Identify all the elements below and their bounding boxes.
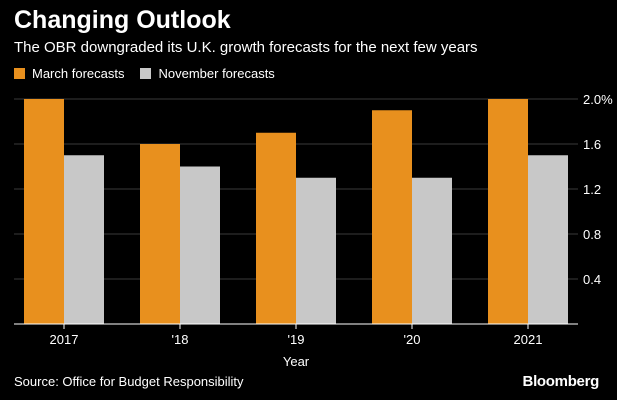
bar-march-1 <box>140 144 180 324</box>
y-tick-label-4: 2.0% <box>583 92 613 107</box>
legend-item-march: March forecasts <box>14 66 124 81</box>
bar-november-1 <box>180 166 220 324</box>
bar-march-0 <box>24 99 64 324</box>
legend-swatch-march <box>14 67 25 79</box>
legend-label-november: November forecasts <box>158 65 275 81</box>
source-note: Source: Office for Budget Responsibility <box>14 374 244 389</box>
y-tick-label-1: 0.8 <box>583 227 601 242</box>
chart-legend: March forecasts November forecasts <box>14 64 291 82</box>
y-tick-label-3: 1.6 <box>583 137 601 152</box>
chart-subtitle: The OBR downgraded its U.K. growth forec… <box>14 39 478 56</box>
bar-march-2 <box>256 132 296 324</box>
x-tick-label-0: 2017 <box>50 332 79 347</box>
x-tick-label-2: '19 <box>288 332 305 347</box>
bar-november-0 <box>64 155 104 324</box>
bar-march-4 <box>488 99 528 324</box>
legend-label-march: March forecasts <box>32 65 125 81</box>
bloomberg-logo: Bloomberg <box>522 373 600 390</box>
chart-title: Changing Outlook <box>14 6 231 34</box>
x-tick-label-4: 2021 <box>514 332 543 347</box>
x-tick-label-3: '20 <box>404 332 421 347</box>
y-tick-label-2: 1.2 <box>583 182 601 197</box>
legend-item-november: November forecasts <box>140 65 275 81</box>
bar-november-2 <box>296 177 336 324</box>
bar-march-3 <box>372 110 412 324</box>
y-tick-label-0: 0.4 <box>583 272 601 287</box>
legend-swatch-november <box>140 67 152 79</box>
bar-november-3 <box>412 177 452 324</box>
x-tick-label-1: '18 <box>172 332 189 347</box>
bar-november-4 <box>528 155 568 324</box>
x-axis-title: Year <box>283 354 310 369</box>
